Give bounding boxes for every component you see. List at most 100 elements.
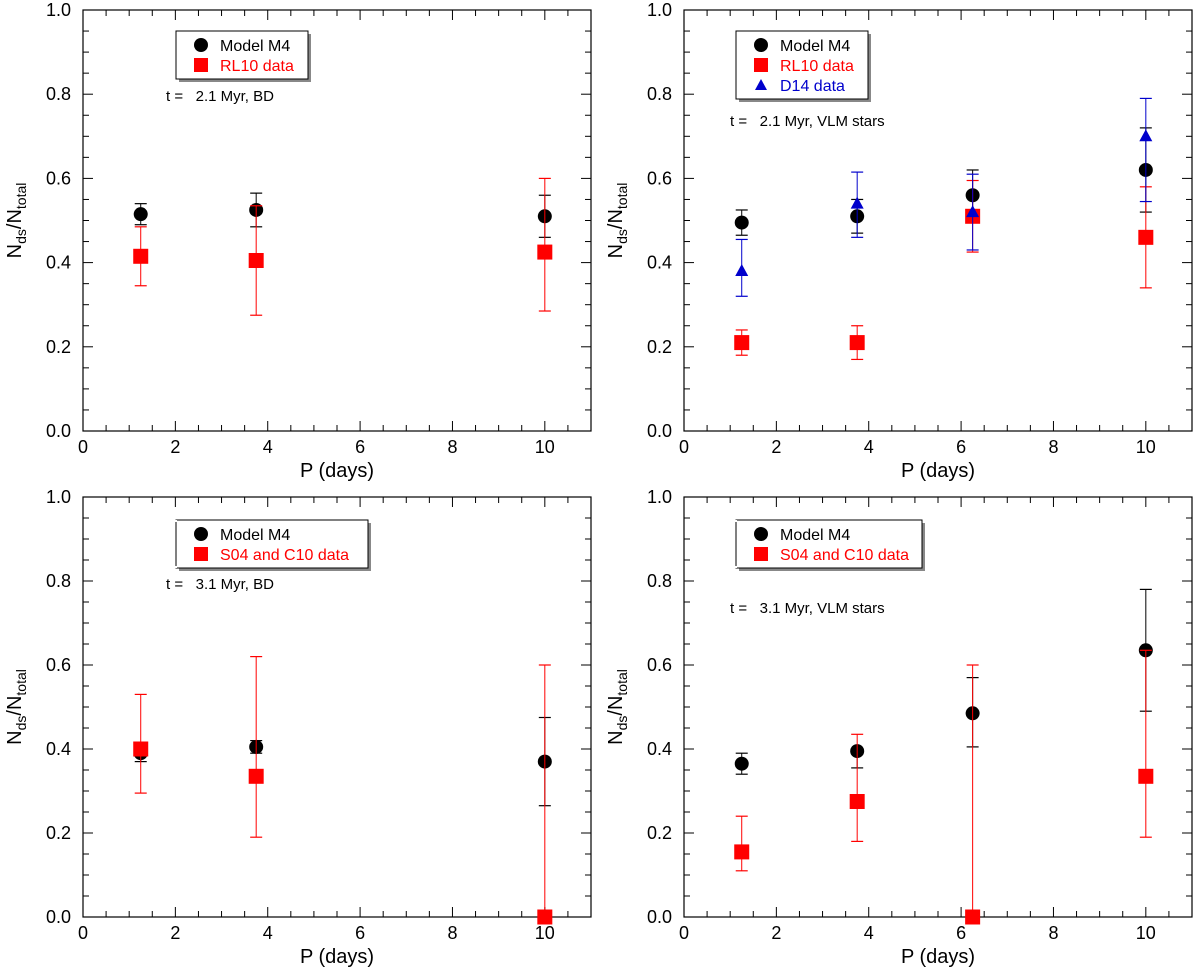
data-point-triangle (850, 196, 864, 209)
chart-annotation: t = 3.1 Myr, BD (166, 576, 274, 593)
plot-frame (82, 9, 592, 432)
x-tick-label: 0 (679, 437, 689, 457)
chart-annotation: t = 2.1 Myr, VLM stars (730, 113, 885, 130)
data-point-square (849, 794, 865, 809)
series-model-m4 (734, 588, 1153, 775)
x-tick-label: 8 (1048, 437, 1058, 457)
x-axis-label: P (days) (300, 946, 374, 968)
series-s04-and-c10-data (734, 649, 1154, 925)
x-axis-label: P (days) (901, 460, 975, 482)
legend-marker-triangle (755, 79, 767, 90)
y-axis-label-part: ds (614, 716, 630, 731)
y-axis-label: Nds/Ntotal (4, 183, 29, 259)
data-point-circle (734, 215, 749, 230)
x-tick-label: 2 (771, 437, 781, 457)
legend: Model M4 S04 and C10 data (735, 519, 925, 571)
x-tick-label: 0 (679, 923, 689, 943)
y-tick-label: 0.0 (46, 907, 71, 927)
data-point-circle (734, 756, 749, 771)
x-tick-label: 4 (263, 923, 273, 943)
y-axis-label-part: N (605, 244, 627, 258)
legend: Model M4 RL10 data D14 data (735, 30, 871, 102)
x-tick-label: 10 (1136, 437, 1156, 457)
data-point-triangle (735, 264, 749, 277)
series-model-m4 (734, 127, 1153, 236)
x-tick-label: 8 (447, 923, 457, 943)
series-rl10-data (133, 177, 553, 316)
y-tick-label: 0.4 (46, 253, 71, 273)
legend-marker-square (194, 547, 208, 561)
data-point-circle (133, 207, 148, 222)
y-axis-label-part: ds (614, 229, 630, 244)
chart-panel-1: 0 2 4 6 8 10 0.0 0.2 0.4 0.6 0.8 1.0 P (days) Nds/Nto… (4, 0, 592, 482)
y-tick-label: 0.8 (647, 84, 672, 104)
x-tick-label: 8 (1048, 923, 1058, 943)
y-axis-label-part: /N (4, 209, 26, 229)
y-tick-label: 0.2 (46, 337, 71, 357)
x-tick-label: 2 (170, 923, 180, 943)
series-model-m4 (133, 192, 552, 238)
x-tick-label: 0 (78, 923, 88, 943)
y-tick-label: 0.8 (46, 84, 71, 104)
x-tick-label: 6 (355, 923, 365, 943)
y-axis-label-part: ds (13, 229, 29, 244)
series-rl10-data (734, 179, 1154, 361)
legend-label: Model M4 (220, 527, 290, 544)
legend-marker-circle (754, 38, 768, 52)
legend: Model M4 S04 and C10 data (175, 519, 371, 571)
y-tick-label: 0.8 (46, 571, 71, 591)
y-tick-label: 1.0 (46, 487, 71, 507)
y-tick-label: 0.6 (46, 655, 71, 675)
data-point-square (849, 335, 865, 351)
x-tick-label: 6 (355, 437, 365, 457)
data-point-square (248, 252, 264, 268)
y-tick-label: 0.0 (647, 907, 672, 927)
y-axis-label-part: ds (13, 716, 29, 731)
legend-label: S04 and C10 data (220, 547, 349, 564)
y-tick-label: 0.8 (647, 571, 672, 591)
y-tick-label: 1.0 (46, 0, 71, 20)
x-tick-label: 4 (864, 923, 874, 943)
y-tick-label: 0.2 (647, 337, 672, 357)
y-tick-label: 1.0 (647, 0, 672, 20)
legend-label: RL10 data (220, 58, 294, 75)
y-tick-label: 0.4 (647, 253, 672, 273)
legend-marker-circle (194, 527, 208, 541)
y-tick-label: 0.6 (647, 655, 672, 675)
legend-label: Model M4 (780, 38, 850, 55)
x-tick-label: 4 (263, 437, 273, 457)
x-tick-label: 0 (78, 437, 88, 457)
y-tick-label: 0.0 (647, 421, 672, 441)
legend-label: Model M4 (780, 527, 850, 544)
y-axis-label-part: total (614, 669, 630, 695)
chart-panel-4: 0 2 4 6 8 10 0.0 0.2 0.4 0.6 0.8 1.0 P (days) Nds/Nto… (605, 487, 1193, 968)
series-d14-data (735, 97, 1153, 297)
y-axis-label: Nds/Ntotal (605, 183, 630, 259)
chart-panel-3: 0 2 4 6 8 10 0.0 0.2 0.4 0.6 0.8 1.0 P (days) Nds/Nto… (4, 487, 592, 968)
legend: Model M4 RL10 data (175, 30, 311, 82)
legend-marker-square (754, 547, 768, 561)
legend-label: S04 and C10 data (780, 547, 909, 564)
y-tick-label: 0.2 (647, 823, 672, 843)
data-point-square (133, 741, 149, 757)
data-point-triangle (966, 205, 980, 218)
data-point-square (537, 244, 553, 260)
y-axis-label-part: N (4, 730, 26, 744)
data-point-triangle (1139, 129, 1153, 142)
chart-panel-2: 0 2 4 6 8 10 0.0 0.2 0.4 0.6 0.8 1.0 P (days) Nds/Nto… (605, 0, 1193, 482)
x-tick-label: 10 (535, 923, 555, 943)
series-model-m4 (133, 716, 552, 807)
data-point-square (734, 335, 750, 351)
x-axis-label: P (days) (300, 460, 374, 482)
y-axis-label: Nds/Ntotal (605, 669, 630, 745)
y-tick-label: 0.0 (46, 421, 71, 441)
legend-marker-square (194, 58, 208, 72)
y-axis-label-part: total (614, 183, 630, 209)
y-axis-label-part: N (605, 730, 627, 744)
x-tick-label: 6 (956, 923, 966, 943)
x-tick-label: 8 (447, 437, 457, 457)
x-axis-label: P (days) (901, 946, 975, 968)
legend-label: D14 data (780, 78, 845, 95)
x-tick-label: 6 (956, 437, 966, 457)
